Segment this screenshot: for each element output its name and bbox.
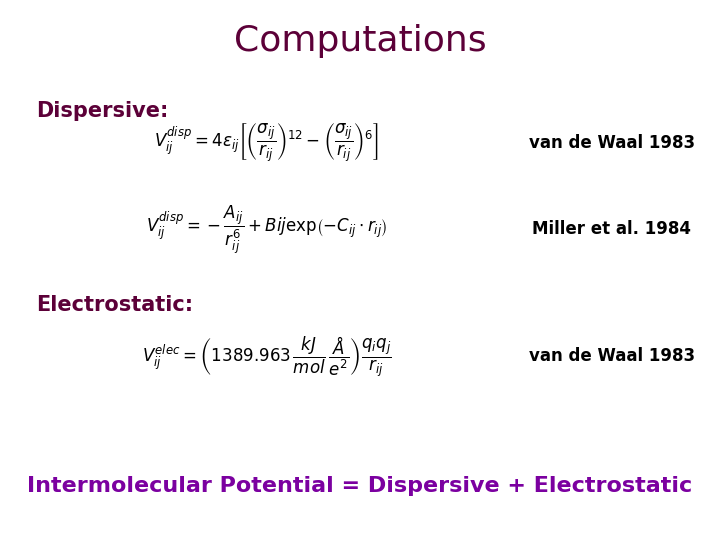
Text: Dispersive:: Dispersive:: [36, 100, 168, 121]
Text: Electrostatic:: Electrostatic:: [36, 295, 193, 315]
Text: Miller et al. 1984: Miller et al. 1984: [533, 220, 691, 239]
Text: van de Waal 1983: van de Waal 1983: [529, 134, 695, 152]
Text: Intermolecular Potential = Dispersive + Electrostatic: Intermolecular Potential = Dispersive + …: [27, 476, 693, 496]
Text: $V_{ij}^{disp} = -\dfrac{A_{ij}}{r_{ij}^{6}} + Bij\exp\!\left(-C_{ij}\cdot r_{ij: $V_{ij}^{disp} = -\dfrac{A_{ij}}{r_{ij}^…: [145, 204, 387, 255]
Text: $V_{ij}^{elec} = \left(1389.963\,\dfrac{kJ}{mol}\,\dfrac{\AA}{e^2}\right)\dfrac{: $V_{ij}^{elec} = \left(1389.963\,\dfrac{…: [142, 334, 391, 379]
Text: Computations: Computations: [234, 24, 486, 57]
Text: van de Waal 1983: van de Waal 1983: [529, 347, 695, 366]
Text: $V_{ij}^{disp} = 4\varepsilon_{ij}\left[\left(\dfrac{\sigma_{ij}}{r_{ij}}\right): $V_{ij}^{disp} = 4\varepsilon_{ij}\left[…: [154, 122, 379, 164]
